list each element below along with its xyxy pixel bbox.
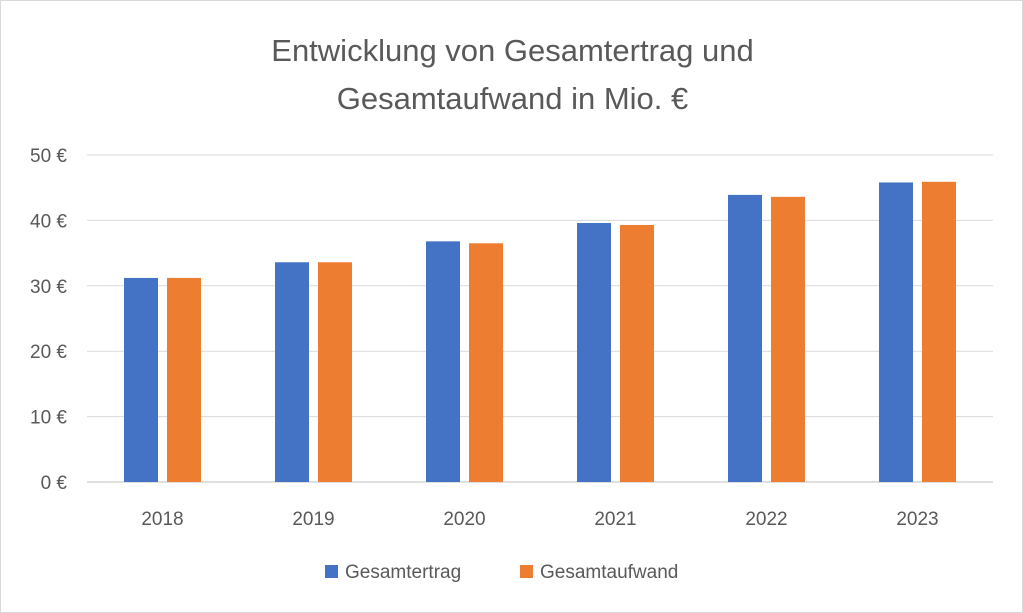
- bar-gesamtaufwand-2021: [620, 224, 654, 482]
- bar-gesamtertrag-2022: [728, 194, 762, 483]
- bar-gesamtaufwand-2019: [318, 262, 352, 482]
- x-tick-label: 2018: [141, 509, 183, 530]
- y-tick-label: 0 €: [41, 473, 68, 494]
- bar-gesamtertrag-2020: [426, 241, 460, 482]
- bar-gesamtaufwand-2023: [922, 181, 956, 482]
- x-tick-label: 2022: [745, 509, 787, 530]
- bar-gesamtertrag-2023: [879, 182, 913, 482]
- bar-gesamtertrag-2018: [124, 277, 158, 482]
- x-tick-label: 2019: [292, 509, 334, 530]
- bar-gesamtaufwand-2022: [771, 196, 805, 482]
- x-tick-label: 2021: [594, 509, 636, 530]
- x-tick-label: 2020: [443, 509, 485, 530]
- legend-label-gesamtertrag: Gesamtertrag: [345, 562, 461, 583]
- legend-label-gesamtaufwand: Gesamtaufwand: [540, 562, 678, 583]
- bar-gesamtertrag-2021: [577, 223, 611, 483]
- y-tick-label: 20 €: [30, 342, 67, 363]
- y-tick-label: 10 €: [30, 408, 67, 429]
- chart-title-line-2: Gesamtaufwand in Mio. €: [336, 81, 689, 116]
- chart-title: Entwicklung von Gesamtertrag und Gesamta…: [1, 27, 1023, 123]
- bar-gesamtaufwand-2018: [167, 277, 201, 482]
- bar-gesamtaufwand-2020: [469, 243, 503, 482]
- legend-swatch-gesamtertrag: [325, 565, 338, 578]
- chart-title-line-1: Entwicklung von Gesamtertrag und: [271, 33, 754, 68]
- y-tick-label: 40 €: [30, 211, 67, 232]
- y-tick-label: 50 €: [30, 146, 67, 167]
- x-tick-label: 2023: [896, 509, 938, 530]
- legend-swatch-gesamtaufwand: [520, 565, 533, 578]
- y-tick-label: 30 €: [30, 277, 67, 298]
- bar-gesamtertrag-2019: [275, 262, 309, 482]
